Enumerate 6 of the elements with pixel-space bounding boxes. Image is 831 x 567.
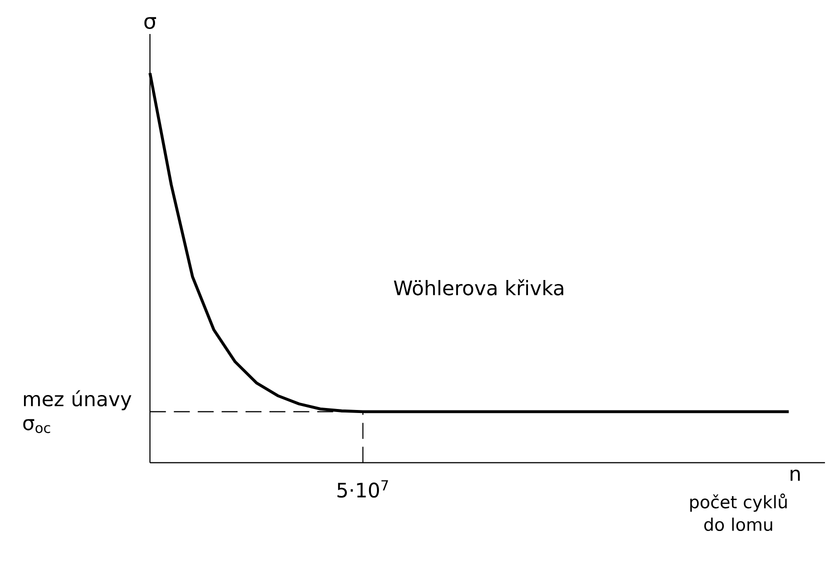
x-axis-title: n xyxy=(790,470,800,481)
text: 5·10$^{7}$ xyxy=(338,480,388,498)
text: počet cyklů do lomu xyxy=(690,494,787,532)
y-axis-title: σ xyxy=(144,17,156,30)
ref-line-label: mez únavy σ$_{oc}$ xyxy=(23,390,132,434)
annotation: Wöhlerova křivka xyxy=(394,279,564,296)
